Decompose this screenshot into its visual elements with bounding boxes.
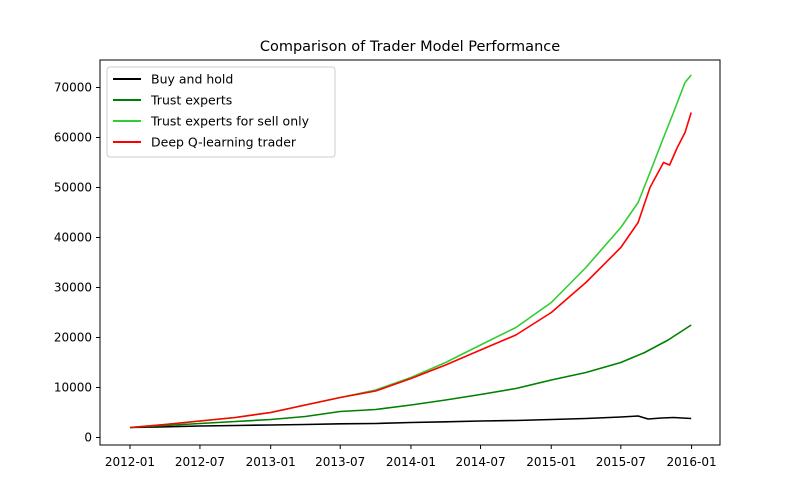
x-tick-label-8: 2016-01 [666, 455, 716, 469]
y-tick-label-3: 30000 [54, 281, 92, 295]
x-tick-label-0: 2012-01 [105, 455, 155, 469]
y-tick-label-7: 70000 [54, 81, 92, 95]
series-line-3 [129, 112, 692, 429]
chart-title: Comparison of Trader Model Performance [260, 39, 560, 55]
x-tick-label-1: 2012-07 [175, 455, 225, 469]
axes-frame [99, 59, 721, 446]
x-tick-label-7: 2015-07 [596, 455, 646, 469]
y-tick-label-2: 20000 [54, 331, 92, 345]
y-tick-label-0: 0 [84, 431, 92, 445]
series-layer [129, 74, 692, 429]
x-tick-label-5: 2014-07 [455, 455, 505, 469]
y-tick-label-5: 50000 [54, 181, 92, 195]
legend-box [106, 66, 336, 158]
y-tick-label-4: 40000 [54, 231, 92, 245]
y-axis: 0 10000 20000 30000 40000 50000 60000 70000 [54, 81, 100, 445]
y-tick-label-1: 10000 [54, 381, 92, 395]
y-tick-label-6: 60000 [54, 131, 92, 145]
x-axis: 2012-01 2012-07 2013-01 2013-07 2014-01 2014-… [105, 445, 717, 469]
x-tick-label-4: 2014-01 [386, 455, 436, 469]
x-tick-label-3: 2013-07 [315, 455, 365, 469]
x-tick-label-6: 2015-01 [526, 455, 576, 469]
legend-label-2: Trust experts for sell only [150, 114, 310, 129]
series-line-1 [129, 324, 692, 429]
legend-label-1: Trust experts [150, 93, 232, 108]
legend: Buy and hold Trust experts Trust experts f… [106, 66, 336, 158]
series-line-0 [129, 415, 692, 429]
x-tick-label-2: 2013-01 [246, 455, 296, 469]
legend-label-3: Deep Q-learning trader [151, 135, 297, 150]
legend-label-0: Buy and hold [151, 72, 233, 87]
